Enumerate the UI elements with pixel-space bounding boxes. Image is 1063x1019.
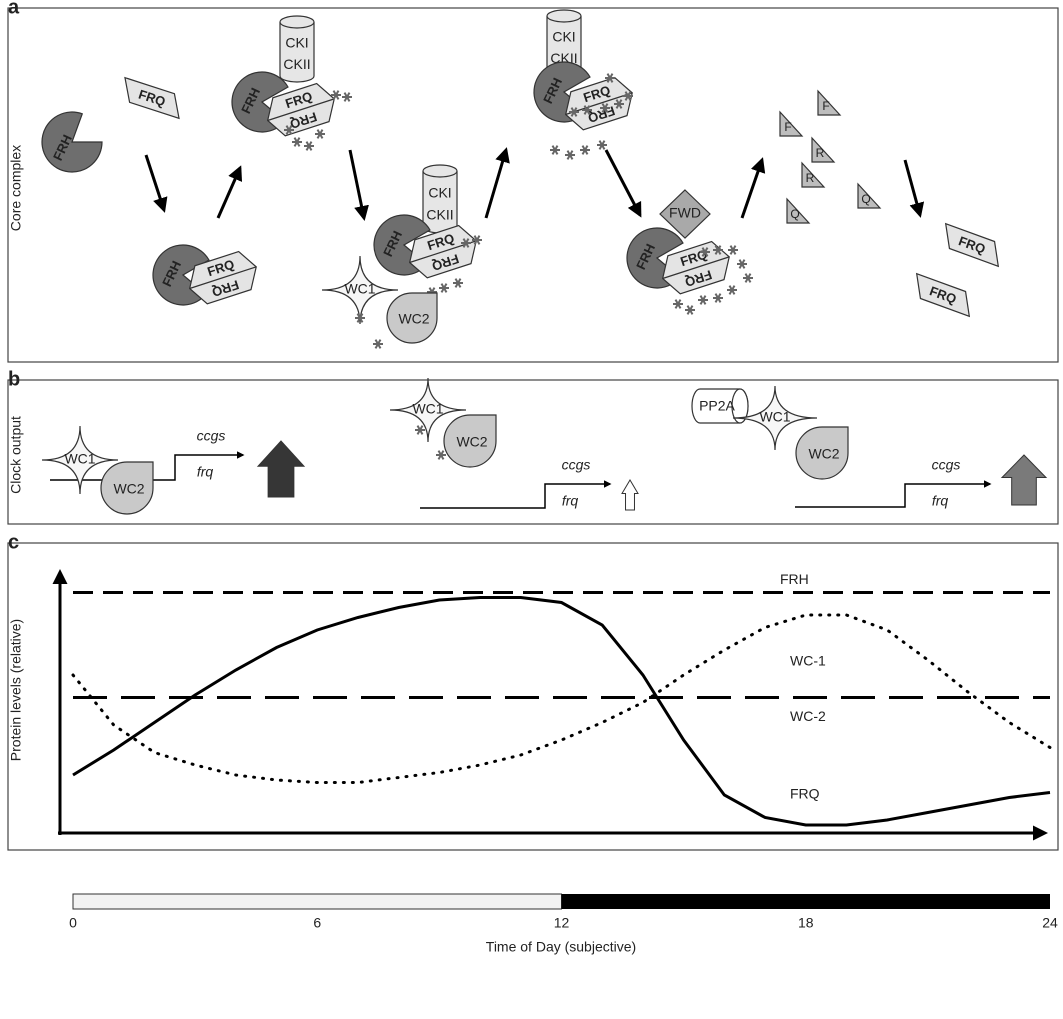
x-tick-label: 0 <box>69 915 77 931</box>
output-arrow <box>1002 455 1046 505</box>
label: R <box>816 146 825 160</box>
phospho-mark <box>439 284 449 293</box>
label: WC1 <box>344 281 375 297</box>
phospho-mark <box>453 279 463 288</box>
label: WC1 <box>412 401 443 417</box>
label: ccgs <box>932 457 961 473</box>
phospho-mark <box>713 294 723 303</box>
label: FWD <box>669 205 701 221</box>
label: WC1 <box>64 451 95 467</box>
night-bar <box>562 894 1051 909</box>
phospho-mark <box>580 146 590 155</box>
panel-label: a <box>8 0 20 18</box>
side-label: Core complex <box>8 145 24 231</box>
label: Q <box>861 192 870 206</box>
kinase-shape <box>280 22 314 82</box>
label: WC1 <box>759 409 790 425</box>
kinase-top <box>547 10 581 22</box>
phospho-mark <box>415 426 425 435</box>
x-tick-label: 6 <box>313 915 321 931</box>
phospho-mark <box>292 138 302 147</box>
phospho-mark <box>673 300 683 309</box>
phospho-mark <box>565 151 575 160</box>
label: F <box>784 120 791 134</box>
label: PP2A <box>699 398 735 414</box>
x-tick-label: 18 <box>798 915 814 931</box>
label: Q <box>790 207 799 221</box>
promoter-line <box>795 484 990 507</box>
series-label: FRH <box>780 571 809 587</box>
series-line <box>73 598 1050 826</box>
phospho-mark <box>315 130 325 139</box>
label: frq <box>562 493 579 509</box>
arrow <box>350 150 364 218</box>
side-label: Clock output <box>8 416 24 494</box>
label: CKII <box>283 56 310 72</box>
output-arrow <box>622 480 638 510</box>
arrow <box>606 150 640 215</box>
label: CKII <box>426 207 453 223</box>
phospho-mark <box>728 246 738 255</box>
frq-group: FRQ <box>938 224 1006 267</box>
output-arrow <box>258 441 304 497</box>
kinase-top <box>423 165 457 177</box>
phospho-mark <box>304 142 314 151</box>
label: ccgs <box>197 428 226 444</box>
page: { "panel_labels": ["a", "b", "c"], "side… <box>0 0 1063 1019</box>
phospho-mark <box>550 146 560 155</box>
x-axis-label: Time of Day (subjective) <box>486 939 636 955</box>
arrow <box>742 160 762 218</box>
panel-label: c <box>8 531 19 553</box>
label: WC2 <box>808 446 839 462</box>
frq-group: FRQ <box>909 274 977 317</box>
kinase-shape <box>423 171 457 233</box>
phospho-mark <box>373 340 383 349</box>
kinase-top <box>280 16 314 28</box>
label: WC2 <box>113 481 144 497</box>
label: R <box>806 171 815 185</box>
series-label: FRQ <box>790 786 820 802</box>
panel-a-frame <box>8 8 1058 362</box>
label: frq <box>197 464 214 480</box>
series-label: WC-1 <box>790 653 826 669</box>
label: CKI <box>552 28 575 44</box>
figure: a b c Core complex Clock output FRHFRQFR… <box>0 0 1063 1019</box>
panel-b-frame <box>8 380 1058 524</box>
y-axis-label: Protein levels (relative) <box>8 619 24 761</box>
phospho-mark <box>597 141 607 150</box>
series-label: WC-2 <box>790 708 826 724</box>
phospho-mark <box>342 93 352 102</box>
x-tick-label: 12 <box>554 915 570 931</box>
arrow <box>486 150 506 218</box>
label: frq <box>932 493 949 509</box>
frq-group: FRQ <box>118 78 186 119</box>
phospho-mark <box>698 296 708 305</box>
promoter-line <box>420 484 610 508</box>
day-bar <box>73 894 562 909</box>
phospho-mark <box>743 274 753 283</box>
label: ccgs <box>562 457 591 473</box>
phospho-mark <box>436 451 446 460</box>
label: CKI <box>428 184 451 200</box>
arrow <box>146 155 164 210</box>
label: WC2 <box>456 434 487 450</box>
phospho-mark <box>737 260 747 269</box>
label: CKI <box>285 34 308 50</box>
arrow <box>905 160 920 215</box>
panel-label: b <box>8 368 20 390</box>
x-tick-label: 24 <box>1042 915 1058 931</box>
arrow <box>218 168 240 218</box>
phospho-mark <box>685 306 695 315</box>
phospho-mark <box>727 286 737 295</box>
label: WC2 <box>398 311 429 327</box>
label: F <box>822 99 829 113</box>
